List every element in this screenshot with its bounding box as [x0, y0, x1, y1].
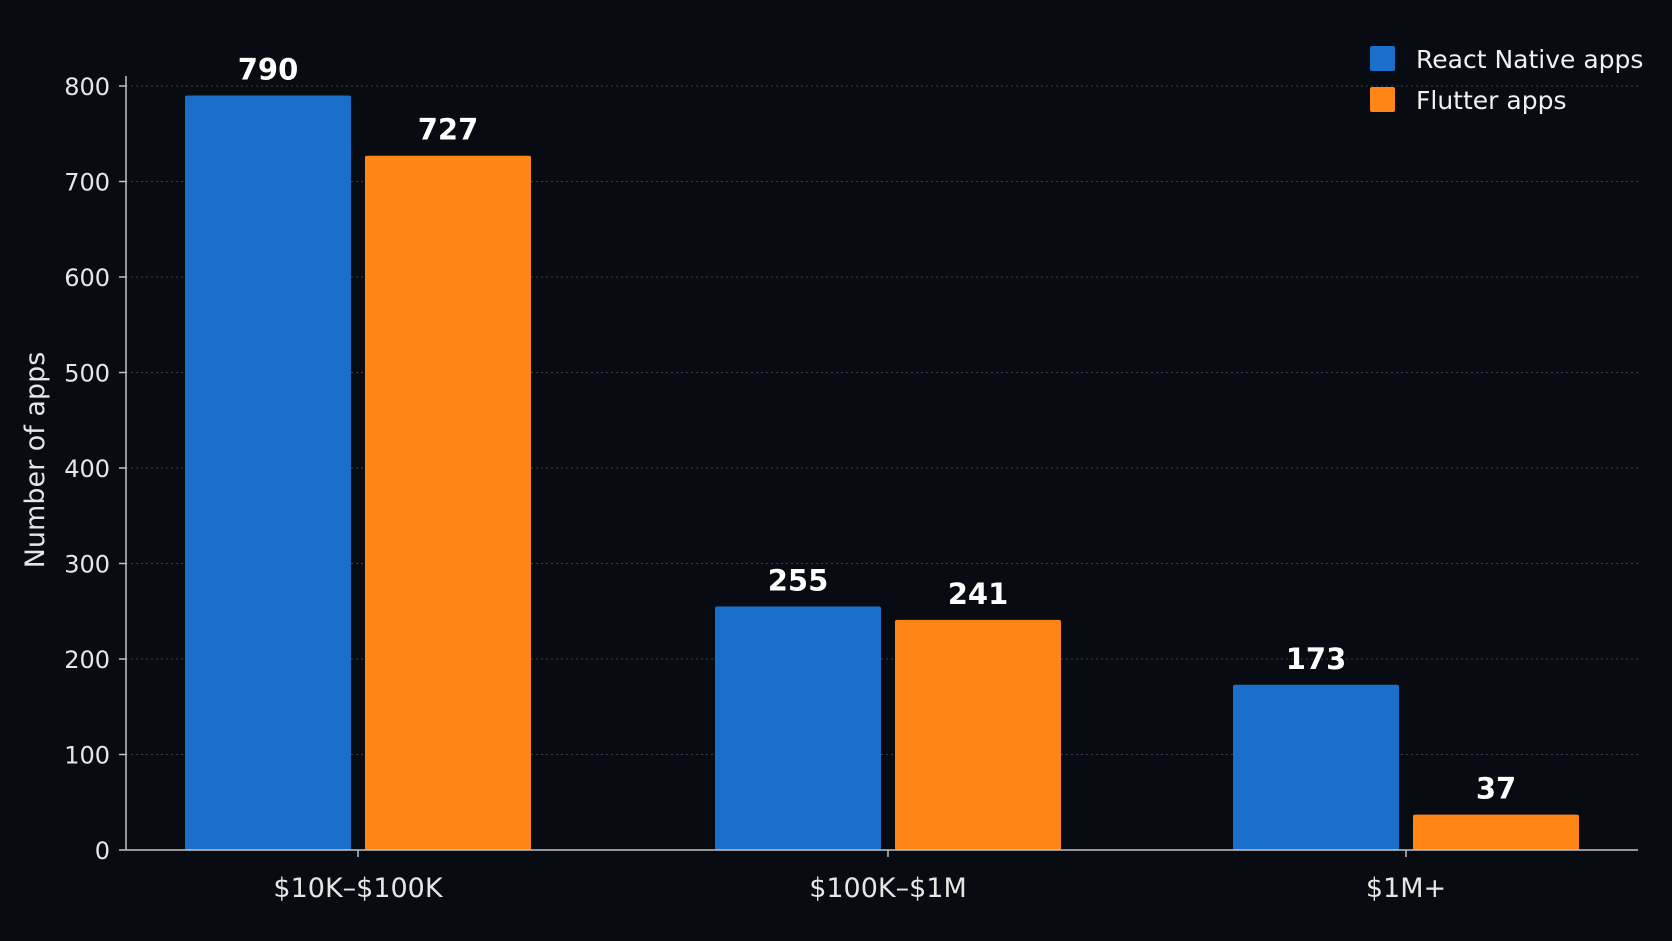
bar-flutter	[895, 619, 1061, 850]
bar-flutter	[365, 155, 531, 851]
bars	[185, 95, 1579, 851]
y-tick-label: 300	[64, 551, 110, 579]
bar-react-native	[1233, 684, 1399, 850]
y-tick-label: 200	[64, 646, 110, 674]
x-tick-label: $100K–$1M	[809, 873, 967, 904]
y-tick-label: 500	[64, 360, 110, 388]
bar-react-native	[185, 95, 351, 851]
bar-value-label: 37	[1476, 772, 1516, 806]
bar-value-label: 790	[238, 53, 299, 87]
x-tick-label: $10K–$100K	[273, 873, 443, 904]
y-tick-label: 700	[64, 169, 110, 197]
x-tick-label: $1M+	[1366, 873, 1446, 904]
y-tick-label: 100	[64, 742, 110, 770]
gridlines	[126, 85, 1638, 755]
legend-swatch	[1370, 87, 1395, 112]
y-tick-label: 600	[64, 264, 110, 292]
y-axis-title: Number of apps	[20, 352, 51, 569]
legend-label: React Native apps	[1416, 45, 1643, 74]
value-labels: 790 727 255 241 173 37	[238, 53, 1516, 806]
y-tick-label: 0	[95, 837, 110, 865]
bar-value-label: 173	[1286, 642, 1347, 676]
bar-flutter	[1413, 814, 1579, 850]
legend: React Native apps Flutter apps	[1370, 45, 1643, 115]
y-tick-label: 400	[64, 455, 110, 483]
y-axis: 0 100 200 300 400 500 600 700 800	[64, 73, 127, 865]
y-tick-label: 800	[64, 73, 110, 101]
legend-label: Flutter apps	[1416, 86, 1566, 115]
bar-value-label: 241	[948, 577, 1009, 611]
bar-value-label: 727	[418, 113, 479, 147]
legend-swatch	[1370, 46, 1395, 71]
bar-react-native	[715, 606, 881, 850]
x-axis: $10K–$100K $100K–$1M $1M+	[126, 849, 1638, 904]
bar-value-label: 255	[768, 563, 829, 597]
